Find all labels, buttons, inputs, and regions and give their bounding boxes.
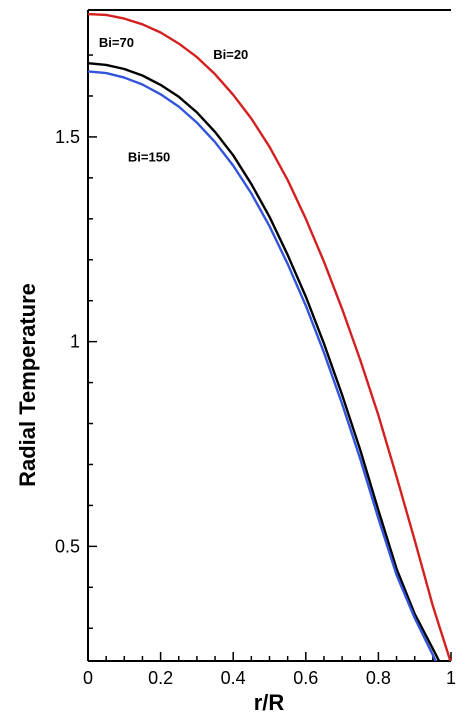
y-tick-label: 0.5	[55, 536, 80, 556]
annotations: Bi=70 Bi=20 Bi=150	[99, 35, 248, 165]
x-tick-label: 1	[446, 668, 456, 688]
annotation-label: Bi=70	[99, 35, 134, 50]
x-axis-title: r/R	[254, 690, 285, 715]
x-tick-label: 0.4	[221, 668, 246, 688]
annotation-label: Bi=150	[128, 149, 170, 164]
annotation-label: Bi=20	[213, 47, 248, 62]
series-line-2	[88, 70, 437, 661]
x-tick-label: 0.2	[148, 668, 173, 688]
y-tick-label: 1.5	[55, 127, 80, 147]
series-line-0	[88, 12, 452, 661]
x-tick-label: 0	[83, 668, 93, 688]
tick-labels: 0 0.2 0.4 0.6 0.8 1 0.5 1 1.5	[55, 127, 456, 688]
x-tick-label: 0.8	[366, 668, 391, 688]
x-tick-label: 0.6	[293, 668, 318, 688]
series-lines	[88, 12, 452, 661]
axes	[87, 9, 452, 662]
y-tick-label: 1	[70, 332, 80, 352]
y-axis-title: Radial Temperature	[15, 283, 40, 487]
series-line-1	[88, 62, 441, 661]
